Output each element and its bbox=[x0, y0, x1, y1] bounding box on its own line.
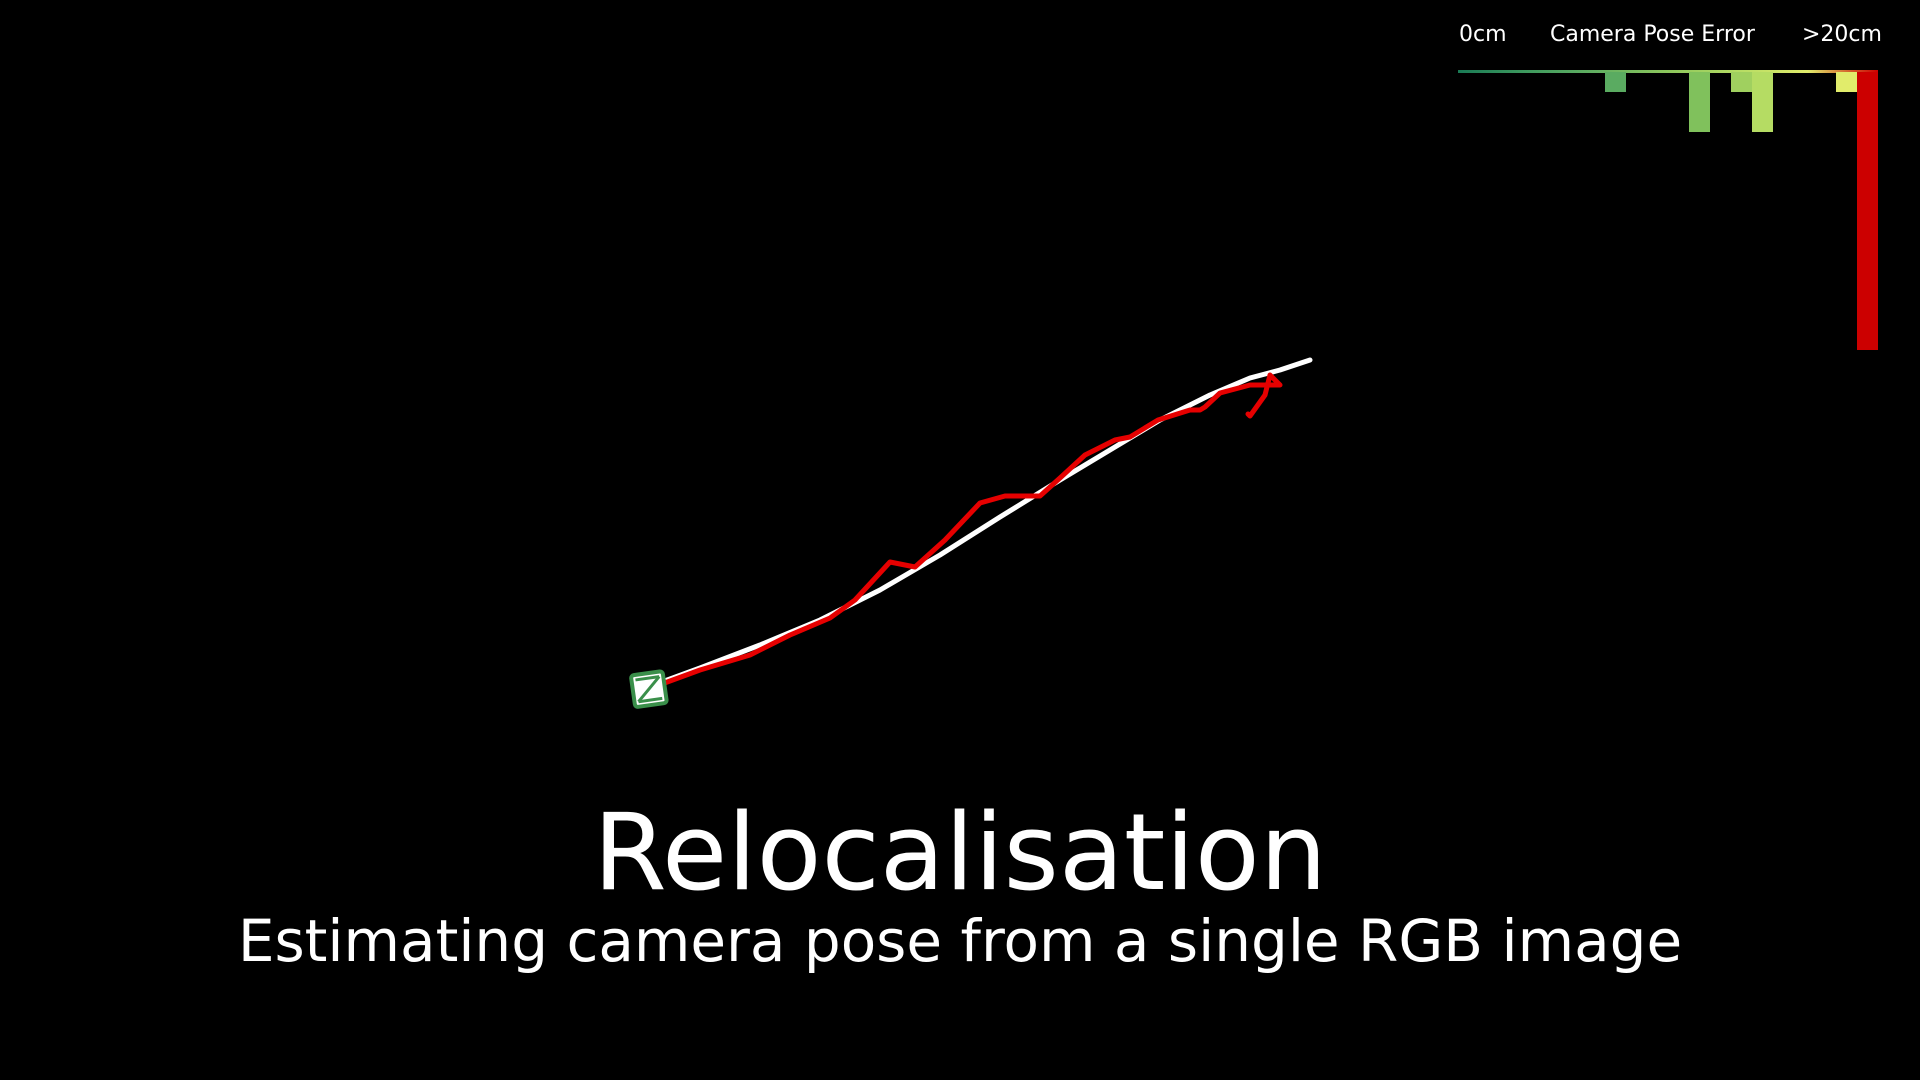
slide-title: Relocalisation bbox=[593, 791, 1327, 914]
ground-truth-trajectory bbox=[637, 357, 1313, 693]
slide-subtitle: Estimating camera pose from a single RGB… bbox=[237, 907, 1683, 975]
error-histogram bbox=[1458, 70, 1878, 350]
legend-title: Camera Pose Error bbox=[1550, 22, 1755, 47]
histogram-bar bbox=[1689, 72, 1710, 132]
histogram-bar bbox=[1752, 72, 1773, 132]
camera-pose-error-legend: 0cm Camera Pose Error >20cm bbox=[1440, 18, 1900, 350]
histogram-bar bbox=[1836, 72, 1857, 92]
legend-min-label: 0cm bbox=[1459, 22, 1507, 47]
histogram-bar bbox=[1857, 72, 1878, 350]
histogram-bar bbox=[1605, 72, 1626, 92]
camera-frustum-icon bbox=[629, 669, 669, 709]
histogram-bar bbox=[1731, 72, 1752, 92]
legend-max-label: >20cm bbox=[1802, 22, 1882, 47]
legend-color-scale bbox=[1458, 70, 1878, 73]
estimated-trajectory bbox=[637, 372, 1283, 695]
